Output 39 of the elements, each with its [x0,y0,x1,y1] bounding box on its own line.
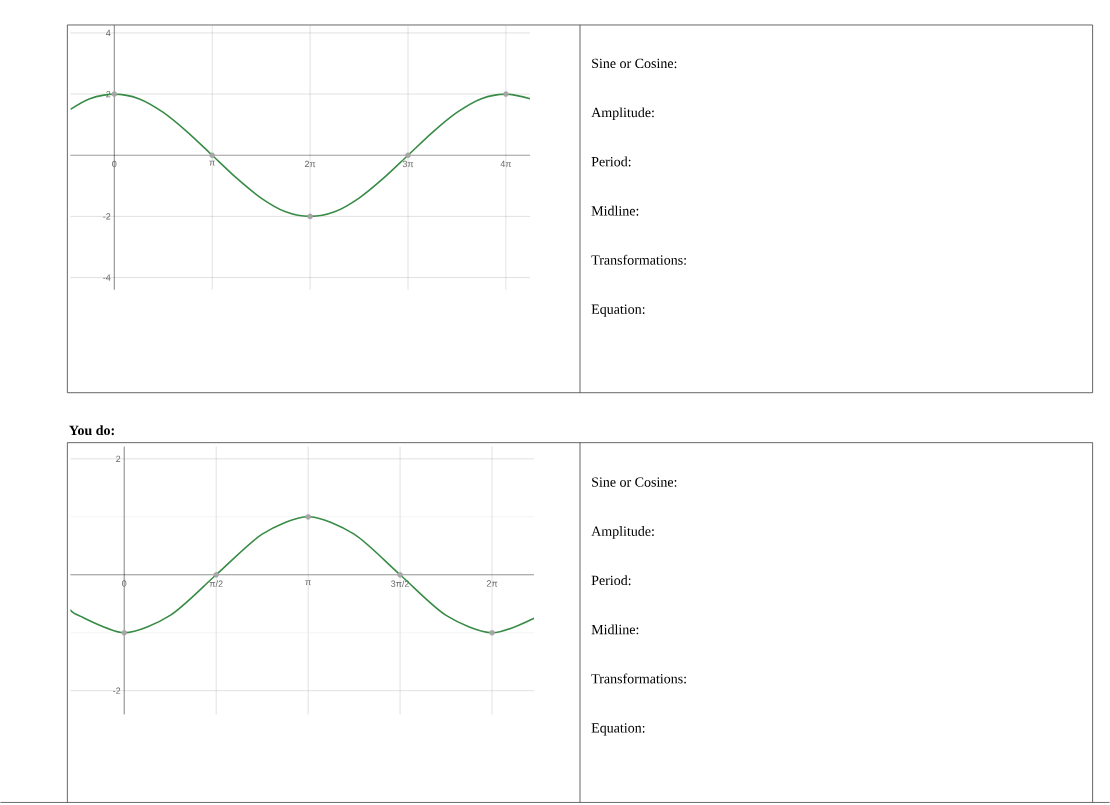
x-tick-label: 0 [122,580,127,587]
x-tick-label: π [305,580,311,585]
text: Transformations: [591,254,686,265]
point [489,629,495,636]
point [209,152,216,158]
chart-title: You do: [69,425,114,435]
y-tick-label: 2 [116,455,121,462]
point [397,571,403,578]
x-tick-label: 0 [112,160,117,167]
point [405,152,411,158]
x-tick-label: 3π/2 [391,580,409,587]
text: Period: [591,575,631,585]
line-series [70,515,535,634]
x-tick-label: 2π [486,580,498,587]
text: Amplitude: [591,107,654,120]
point [213,571,219,578]
y-tick-label: -2 [103,213,111,220]
text: Amplitude: [591,525,654,539]
x-tick-label: 2π [304,160,316,167]
text: Transformations: [591,673,686,684]
y-tick-label: -4 [103,274,111,281]
text: Midline: [591,205,639,216]
text: Equation: [591,722,645,736]
x-tick-label: 4π [500,160,512,167]
x-tick-label: 3π [402,160,414,167]
x-tick-label: π [209,160,215,166]
point [503,91,509,97]
point [111,91,118,97]
text: Equation: [591,304,645,317]
point [307,213,313,219]
y-tick-label: 4 [105,29,111,36]
point [305,513,311,520]
x-tick-label: π/2 [209,580,223,587]
text: Midline: [591,624,639,635]
text: Sine or Cosine: [592,58,677,68]
point [121,629,128,636]
y-tick-label: -2 [113,687,121,694]
text: Period: [591,156,631,167]
text: Sine or Cosine: [592,477,677,487]
